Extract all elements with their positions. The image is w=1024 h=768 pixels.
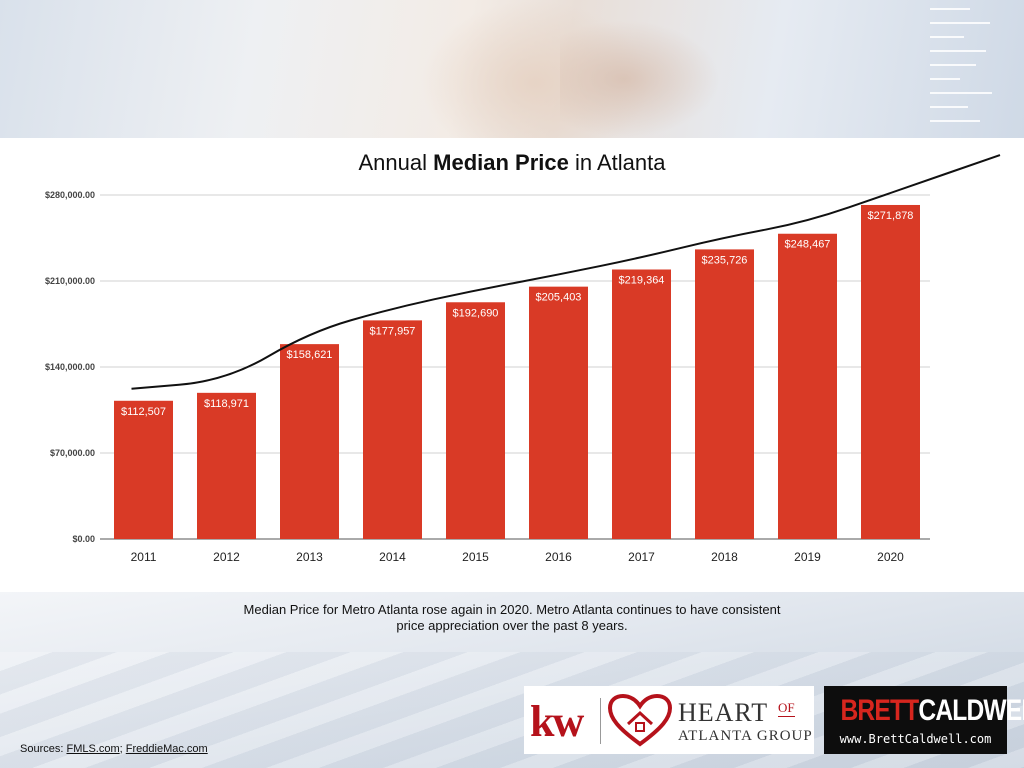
caption-line-1: Median Price for Metro Atlanta rose agai…: [243, 602, 781, 617]
bar: [529, 286, 588, 539]
x-category-label: 2015: [462, 550, 489, 564]
sources-prefix: Sources:: [20, 743, 67, 755]
bar-value-label: $192,690: [453, 307, 499, 319]
header-background-photo: [0, 0, 1024, 138]
bar-value-label: $219,364: [619, 274, 665, 286]
bar: [280, 344, 339, 539]
chart-title: Annual Median Price in Atlanta: [0, 150, 1024, 176]
bar-value-label: $248,467: [785, 239, 831, 251]
axes: $0.00 $70,000.00 $140,000.00 $210,000.00 $28…: [45, 190, 904, 564]
chart-title-bold: Median Price: [433, 150, 569, 175]
x-category-label: 2017: [628, 550, 655, 564]
chart-title-suffix: in Atlanta: [574, 150, 666, 175]
x-category-label: 2013: [296, 550, 323, 564]
x-category-label: 2011: [131, 550, 157, 564]
source-link-freddiemac[interactable]: FreddieMac.com: [125, 743, 208, 755]
bar: [695, 249, 754, 539]
bar-value-labels: $112,507 $118,971 $158,621 $177,957 $192,690…: [121, 210, 913, 418]
heart-house-icon: [608, 694, 672, 747]
bar: [612, 269, 671, 539]
logo-divider: [600, 698, 601, 744]
x-category-label: 2020: [877, 550, 904, 564]
sources-separator: ;: [119, 743, 126, 755]
caption-line-2: price appreciation over the past 8 years…: [396, 618, 628, 633]
source-link-fmls[interactable]: FMLS.com: [66, 743, 120, 755]
x-category-label: 2019: [794, 550, 821, 564]
trend-line: [131, 154, 1001, 390]
x-category-label: 2016: [545, 550, 572, 564]
bar: [778, 233, 837, 539]
bar: [363, 320, 422, 539]
sources-note: Sources: FMLS.com; FreddieMac.com: [20, 743, 208, 755]
bar: [114, 400, 173, 539]
chart-caption: Median Price for Metro Atlanta rose agai…: [180, 602, 844, 634]
bar: [861, 204, 920, 539]
brett-caldwell-name: BRETTCALDWELL: [840, 694, 1024, 728]
bar-value-label: $177,957: [370, 325, 416, 337]
bar: [197, 392, 256, 539]
brett-caldwell-name-part1: BRETT: [840, 694, 919, 727]
y-tick-label: $280,000.00: [45, 190, 95, 200]
bar-value-label: $158,621: [287, 349, 333, 361]
bar: [446, 302, 505, 539]
heart-logo-word: HEART: [678, 698, 769, 727]
y-tick-label: $70,000.00: [50, 448, 95, 458]
heart-logo-group: ATLANTA GROUP: [678, 728, 813, 744]
x-category-label: 2014: [379, 550, 406, 564]
brett-caldwell-url: www.BrettCaldwell.com: [839, 732, 992, 746]
bar-value-label: $112,507: [121, 406, 166, 418]
photo-pen-shape: [560, 20, 720, 138]
bar-value-label: $205,403: [536, 292, 582, 304]
bars: [114, 204, 920, 539]
heart-logo-of: OF: [778, 700, 795, 717]
brett-caldwell-logo: BRETTCALDWELL www.BrettCaldwell.com: [824, 686, 1024, 754]
bar-value-label: $118,971: [204, 398, 249, 410]
bar-value-label: $271,878: [868, 210, 914, 222]
y-tick-label: $210,000.00: [45, 276, 95, 286]
photo-screen-lines: [930, 0, 1024, 138]
x-category-label: 2012: [213, 550, 240, 564]
brett-caldwell-name-part2: CALDWELL: [918, 694, 1024, 727]
kw-logo-text: kw: [530, 697, 584, 746]
chart-title-prefix: Annual: [358, 150, 428, 175]
bar-chart: $112,507 $118,971 $158,621 $177,957 $192,690…: [45, 154, 1001, 564]
heart-of-atlanta-logo: kw HEART OF ATLANTA GROUP: [524, 686, 814, 754]
bar-value-label: $235,726: [702, 254, 748, 266]
x-category-label: 2018: [711, 550, 738, 564]
y-tick-label: $0.00: [72, 534, 95, 544]
y-tick-label: $140,000.00: [45, 362, 95, 372]
